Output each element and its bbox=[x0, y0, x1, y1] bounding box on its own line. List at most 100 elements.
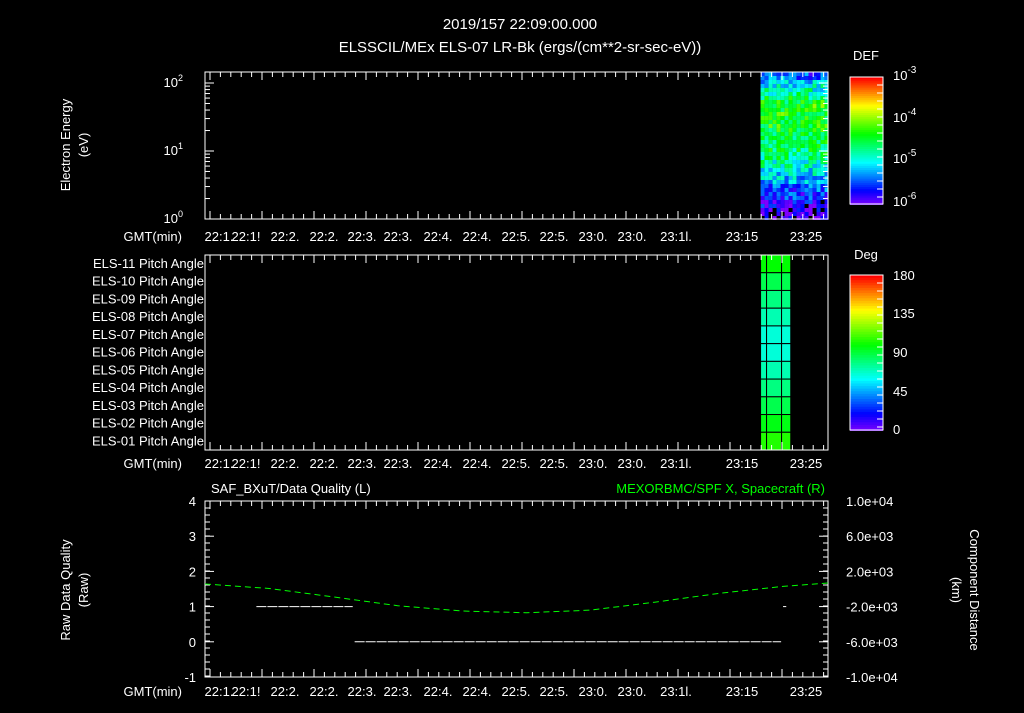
spectrogram-cell bbox=[800, 136, 805, 140]
spectrogram-cell bbox=[800, 132, 805, 136]
spectrogram-cell bbox=[820, 180, 825, 184]
spectrogram-cell bbox=[800, 180, 805, 184]
spectrogram-cell bbox=[820, 124, 825, 128]
colorbar-band bbox=[850, 295, 883, 300]
spectrogram-cell bbox=[808, 88, 813, 92]
spectrogram-cell bbox=[764, 140, 769, 144]
spectrogram-cell bbox=[816, 156, 821, 160]
spectrogram-cell bbox=[772, 96, 777, 100]
spectrogram-cell bbox=[780, 120, 785, 124]
x-tick-label: 22:3. bbox=[348, 684, 377, 699]
spectrogram-cell bbox=[792, 160, 797, 164]
spectrogram-cell bbox=[764, 164, 769, 168]
pitch-angle-row-label: ELS-11 Pitch Angle bbox=[93, 256, 204, 271]
spectrogram-cell bbox=[784, 104, 789, 108]
spectrogram-cell bbox=[808, 196, 813, 200]
pitch-angle-cell bbox=[766, 414, 783, 433]
spectrogram-cell bbox=[804, 140, 809, 144]
spectrogram-cell bbox=[812, 124, 817, 128]
spectrogram-cell bbox=[772, 144, 777, 148]
spectrogram-cell bbox=[776, 124, 781, 128]
colorbar-tick-label: 10-5 bbox=[893, 148, 917, 166]
spectrogram-cell bbox=[804, 80, 809, 84]
spectrogram-cell bbox=[796, 148, 801, 152]
spectrogram-cell bbox=[788, 184, 793, 188]
spectrogram-cell bbox=[760, 176, 765, 180]
colorbar-band bbox=[850, 287, 883, 292]
spectrogram-cell bbox=[780, 208, 785, 212]
spectrogram-cell bbox=[804, 96, 809, 100]
x-tick-label: 22:5. bbox=[502, 456, 531, 471]
spectrogram-cell bbox=[784, 144, 789, 148]
spectrogram-cell bbox=[812, 76, 817, 80]
spectrogram-cell bbox=[768, 96, 773, 100]
colorbar-tick-label: 0 bbox=[893, 422, 900, 437]
spectrogram-cell bbox=[824, 80, 829, 84]
colorbar-band bbox=[850, 419, 883, 424]
spectrogram-cell bbox=[760, 116, 765, 120]
colorbar-band bbox=[850, 386, 883, 390]
spectrogram-cell bbox=[764, 96, 769, 100]
spectrogram-cell bbox=[788, 172, 793, 176]
spectrogram-cell bbox=[784, 188, 789, 192]
pitch-angle-row-label: ELS-04 Pitch Angle bbox=[92, 380, 204, 395]
spectrogram-cell bbox=[784, 172, 789, 176]
spectrogram-cell bbox=[784, 112, 789, 116]
colorbar-band bbox=[850, 290, 883, 295]
spectrogram-cell bbox=[820, 184, 825, 188]
spectrogram-cell bbox=[800, 208, 805, 212]
spectrogram-cell bbox=[808, 112, 813, 116]
spectrogram-cell bbox=[780, 108, 785, 112]
spectrogram-cell bbox=[772, 192, 777, 196]
colorbar-band bbox=[850, 81, 883, 85]
spectrogram-cell bbox=[772, 204, 777, 208]
spectrogram-cell bbox=[760, 204, 765, 208]
spectrogram-cell bbox=[796, 132, 801, 136]
spectrogram-cell bbox=[764, 100, 769, 104]
spectrogram-cell bbox=[796, 156, 801, 160]
colorbar-tick-base: 10 bbox=[893, 68, 907, 83]
spectrogram-cell bbox=[788, 200, 793, 204]
spectrogram-cell bbox=[780, 124, 785, 128]
spectrogram-cell bbox=[800, 196, 805, 200]
spectrogram-cell bbox=[768, 116, 773, 120]
spectrogram-cell bbox=[808, 100, 813, 104]
spectrogram-cell bbox=[768, 140, 773, 144]
spectrogram-cell bbox=[792, 156, 797, 160]
spectrogram-cell bbox=[816, 216, 821, 220]
spectrogram-cell bbox=[824, 172, 829, 176]
pitch-angle-cell bbox=[766, 307, 783, 327]
colorbar-band bbox=[850, 123, 883, 127]
pitch-angle-row-label: ELS-09 Pitch Angle bbox=[92, 291, 204, 306]
pitch-angle-cell bbox=[766, 396, 783, 416]
y-tick-label: 0 bbox=[189, 635, 196, 650]
y-tick-base: 10 bbox=[164, 143, 178, 158]
colorbar-band bbox=[850, 197, 883, 201]
x-tick-label: 22:4. bbox=[463, 229, 492, 244]
spectrogram-cell bbox=[812, 152, 817, 156]
spectrogram-cell bbox=[812, 116, 817, 120]
spectrogram-cell bbox=[804, 176, 809, 180]
spectrogram-cell bbox=[808, 76, 813, 80]
spectrogram-cell bbox=[764, 84, 769, 88]
x-tick-label: 23:0. bbox=[618, 229, 647, 244]
spectrogram-cell bbox=[776, 128, 781, 132]
spectrogram-cell bbox=[812, 136, 817, 140]
colorbar-band bbox=[850, 174, 883, 178]
spectrogram-cell bbox=[780, 112, 785, 116]
colorbar-band bbox=[850, 140, 883, 144]
colorbar-band bbox=[850, 148, 883, 153]
spectrogram-cell bbox=[816, 148, 821, 152]
x-tick-label: 22:3. bbox=[384, 684, 413, 699]
spectrogram-cell bbox=[776, 140, 781, 144]
spectrogram-cell bbox=[784, 156, 789, 160]
spectrogram-cell bbox=[792, 204, 797, 208]
spectrogram-cell bbox=[776, 196, 781, 200]
spectrogram-cell bbox=[772, 84, 777, 88]
spectrogram-cell bbox=[816, 100, 821, 104]
y-tick-exp: 0 bbox=[178, 209, 183, 219]
spf-x-line bbox=[204, 582, 829, 614]
spectrogram-cell bbox=[788, 72, 793, 76]
spectrogram-cell bbox=[792, 116, 797, 120]
